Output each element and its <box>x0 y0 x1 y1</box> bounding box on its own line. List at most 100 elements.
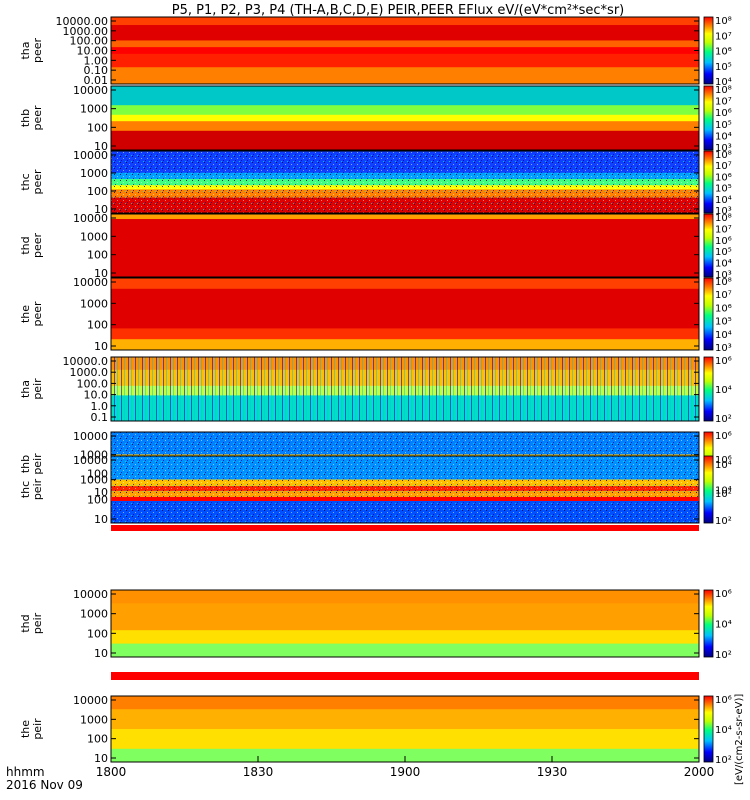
y-tick-label: 100.0 <box>77 377 109 390</box>
colorbar-tick-label: 10⁶ <box>715 695 732 706</box>
x-tick-label: 1930 <box>537 765 568 779</box>
colorbar-tick-label: 10⁵ <box>715 120 732 131</box>
colorbar-tick-label: 10⁶ <box>715 47 732 58</box>
colorbar-tick-label: 10⁴ <box>715 77 732 88</box>
y-tick-label: 100 <box>87 121 108 134</box>
panel-the-peer: 10000 1000 100 10 thepeer 10⁸ 10⁷ 10⁶ 10⁵ 10⁴ 10³ <box>19 276 732 354</box>
colorbar-unit-label: [eV/(cm2-s-sr-eV)] <box>734 694 745 785</box>
y-tick-label: 10000 <box>73 454 108 467</box>
colorbar-tick-label: 10⁶ <box>715 303 732 314</box>
y-tick-label: 10 <box>94 486 108 499</box>
colorbar-tick-label: 10⁸ <box>715 150 732 161</box>
separator-strip <box>111 351 699 356</box>
time-label-date: 2016 Nov 09 <box>6 778 83 792</box>
x-axis: 1800 1830 1900 1930 2000 <box>96 756 715 779</box>
panel-label: thdpeir <box>19 612 44 634</box>
colorbar-tick-label: 10² <box>715 414 732 425</box>
colorbar-tick-label: 10⁵ <box>715 62 732 73</box>
y-tick-label: 10 <box>94 340 108 353</box>
colorbar-tick-label: 10⁶ <box>715 172 732 183</box>
colorbar <box>703 589 714 658</box>
colorbar-tick-label: 10⁵ <box>715 184 732 195</box>
colorbar-tick-label: 10⁴ <box>715 486 732 497</box>
y-tick-label: 10000.00 <box>56 15 109 28</box>
colorbar-tick-label: 10³ <box>715 343 732 354</box>
y-tick-label: 10.0 <box>84 389 109 402</box>
y-tick-label: 100 <box>87 733 108 746</box>
panel-label: thepeer <box>19 301 44 327</box>
y-tick-label: 100 <box>87 493 108 506</box>
panel-the-peir: 10000 1000 100 10 thepeir 10⁶ 10⁴ 10² <box>19 694 732 766</box>
panel-thd-peir: 10000 1000 100 10 thdpeir 10⁶ 10⁴ 10² <box>19 588 732 661</box>
y-tick-label: 10 <box>94 140 108 153</box>
colorbar-tick-label: 10² <box>715 516 732 527</box>
x-tick-label: 1830 <box>243 765 274 779</box>
panel-label: thapeir <box>19 378 44 400</box>
colorbar-tick-label: 10³ <box>715 143 732 154</box>
y-tick-label: 1000.00 <box>63 25 109 38</box>
colorbar-tick-label: 10⁸ <box>715 213 732 224</box>
y-tick-label: 10000 <box>73 694 108 707</box>
colorbar-tick-label: 10⁶ <box>715 356 732 367</box>
y-tick-label: 0.10 <box>84 64 109 77</box>
y-tick-label: 10000 <box>73 588 108 601</box>
time-label-hhmm: hhmm <box>6 765 45 779</box>
y-tick-label: 10000 <box>73 149 108 162</box>
y-tick-label: 1.0 <box>91 400 109 413</box>
colorbar-tick-label: 10⁸ <box>715 16 732 27</box>
colorbar-tick-label: 10⁴ <box>715 460 732 471</box>
y-tick-label: 100 <box>87 467 108 480</box>
y-tick-label: 1000 <box>80 608 108 621</box>
y-tick-label: 0.1 <box>91 411 109 424</box>
colorbar-tick-label: 10⁵ <box>715 317 732 328</box>
colorbar-tick-label: 10² <box>715 650 732 661</box>
panel-label: thdpeer <box>19 233 44 259</box>
y-tick-label: 100 <box>87 249 108 262</box>
x-tick-label: 1800 <box>96 765 127 779</box>
colorbar-tick-label: 10⁶ <box>715 431 732 442</box>
y-tick-label: 1000 <box>80 167 108 180</box>
colorbar <box>703 16 714 85</box>
y-tick-label: 10000 <box>73 84 108 97</box>
y-tick-label: 10000 <box>73 430 108 443</box>
y-tick-label: 10.00 <box>77 45 109 58</box>
colorbar-tick-label: 10⁴ <box>715 620 732 631</box>
colorbar-tick-label: 10⁴ <box>715 725 732 736</box>
colorbar-tick-label: 10³ <box>715 206 732 217</box>
colorbar <box>703 356 714 422</box>
colorbar-tick-label: 10⁴ <box>715 385 732 396</box>
colorbar-tick-label: 10⁷ <box>715 224 732 235</box>
x-tick-label: 2000 <box>684 765 715 779</box>
y-tick-label: 1000 <box>80 103 108 116</box>
colorbar-tick-label: 10⁶ <box>715 455 732 466</box>
colorbar-tick-label: 10⁶ <box>715 589 732 600</box>
panel-label: thcpeer <box>19 169 44 195</box>
panel-label: thcpeir <box>19 478 44 500</box>
separator-strip <box>111 672 699 680</box>
panel-label: thapeer <box>19 38 44 64</box>
colorbar-tick-label: 10³ <box>715 270 732 281</box>
colorbar-tick-label: 10⁷ <box>715 31 732 42</box>
y-tick-label: 10000 <box>73 212 108 225</box>
colorbar-tick-label: 10⁸ <box>715 85 732 96</box>
y-tick-label: 10 <box>94 203 108 216</box>
y-tick-label: 10000.0 <box>63 355 109 368</box>
x-tick-label: 1900 <box>390 765 421 779</box>
panel-label: thepeir <box>19 718 44 740</box>
y-tick-label: 100.00 <box>70 35 109 48</box>
y-tick-label: 0.01 <box>84 74 109 87</box>
figure-title: P5, P1, P2, P3, P4 (TH-A,B,C,D,E) PEIR,P… <box>172 3 625 18</box>
y-tick-label: 100 <box>87 627 108 640</box>
colorbar-tick-label: 10⁷ <box>715 290 732 301</box>
colorbar <box>703 85 714 151</box>
y-tick-label: 100 <box>87 185 108 198</box>
panel-label: thbpeir <box>19 453 44 475</box>
separator-strip <box>111 497 699 501</box>
y-tick-label: 1000.0 <box>70 366 109 379</box>
